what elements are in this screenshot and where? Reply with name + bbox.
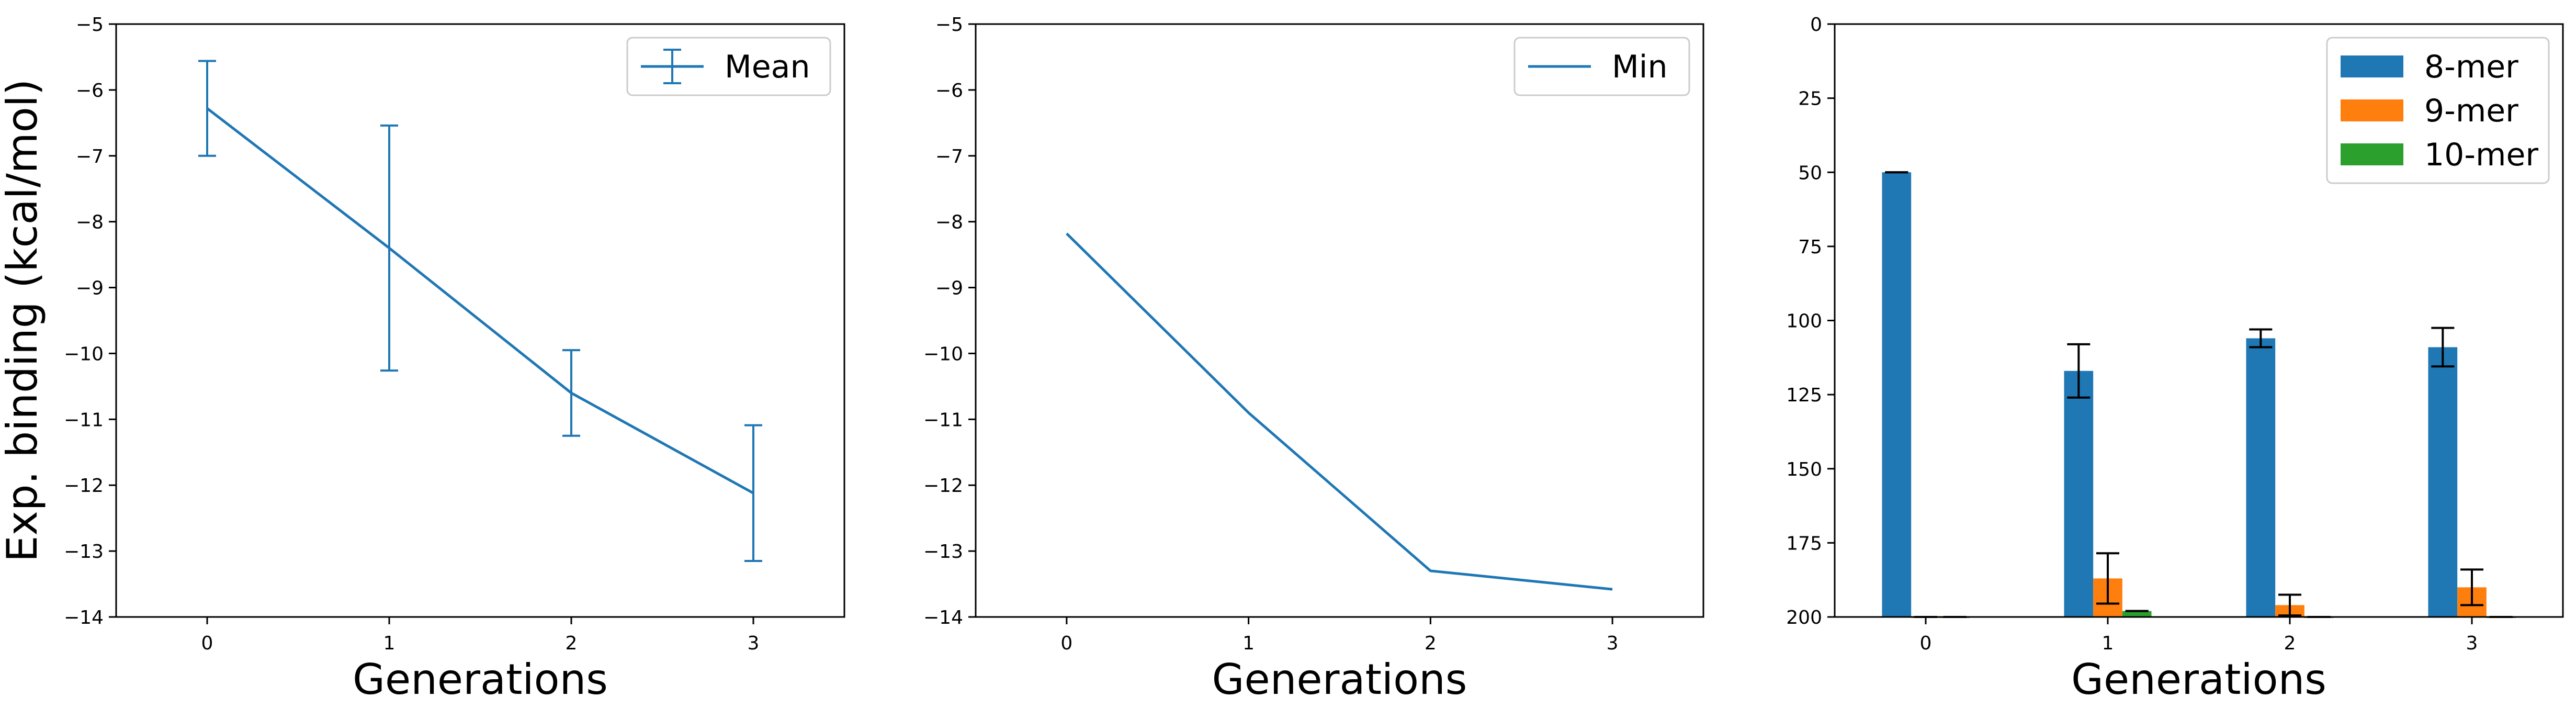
bar-8-mer-gen-0 xyxy=(1882,172,1912,617)
y-tick-label: 50 xyxy=(1798,162,1822,184)
y-tick-label: 200 xyxy=(1786,607,1822,628)
y-tick-label: −13 xyxy=(923,541,963,563)
oligomer-count-chart: 0 25 50 75 100 125 150 175 200 0 1 2 3 Generations 8-m… xyxy=(1786,14,2564,704)
y-tick-label: −5 xyxy=(935,14,963,36)
legend: Mean xyxy=(626,37,831,96)
x-tick-label: 0 xyxy=(1920,633,1932,654)
legend: 8-mer 9-mer 10-mer xyxy=(2326,37,2550,184)
x-axis-label: Generations xyxy=(1212,655,1467,704)
x-tick-label: 3 xyxy=(1607,633,1619,654)
x-tick-label: 2 xyxy=(566,633,578,654)
x-tick-label: 1 xyxy=(1242,633,1255,654)
y-tick-label: −14 xyxy=(923,607,963,628)
x-tick-label: 3 xyxy=(2466,633,2478,654)
legend: Min xyxy=(1513,37,1690,96)
legend-label: 9-mer xyxy=(2424,93,2518,129)
bar-10-mer-gen-1 xyxy=(2122,611,2152,617)
y-tick-label: 0 xyxy=(1810,14,1822,36)
y-tick-label: −9 xyxy=(935,278,963,299)
y-tick-label: −8 xyxy=(935,212,963,233)
legend-swatch-8-mer xyxy=(2341,55,2403,77)
mean-binding-chart: −5 −6 −7 −8 −9 −10 −11 −12 −13 −14 0 1 2 3 Generations… xyxy=(0,14,845,704)
y-tick-label: −12 xyxy=(64,475,104,497)
plot-frame xyxy=(115,23,845,618)
x-axis-label: Generations xyxy=(2071,655,2326,704)
legend-label: Mean xyxy=(725,49,810,85)
y-tick-label: −9 xyxy=(76,278,104,299)
x-tick-label: 2 xyxy=(1425,633,1437,654)
y-tick-label: −12 xyxy=(923,475,963,497)
y-tick-label: 100 xyxy=(1786,311,1822,332)
y-tick-label: −10 xyxy=(923,343,963,365)
y-tick-label: −14 xyxy=(64,607,104,628)
y-tick-label: 125 xyxy=(1786,385,1822,406)
x-tick-label: 0 xyxy=(1060,633,1072,654)
series-line-mean xyxy=(206,107,754,495)
x-tick-label: 1 xyxy=(2102,633,2114,654)
y-tick-label: −7 xyxy=(935,146,963,167)
legend-label: 8-mer xyxy=(2424,49,2518,85)
y-tick-label: −11 xyxy=(64,409,104,431)
x-axis-label: Generations xyxy=(353,655,608,704)
y-tick-label: −11 xyxy=(923,409,963,431)
y-tick-label: 175 xyxy=(1786,533,1822,554)
legend-swatch-9-mer xyxy=(2341,99,2403,121)
y-tick-label: −8 xyxy=(76,212,104,233)
x-tick-label: 3 xyxy=(748,633,760,654)
series-line-min xyxy=(1066,232,1613,591)
legend-swatch-10-mer xyxy=(2341,143,2403,165)
y-tick-label: −13 xyxy=(64,541,104,563)
legend-label: 10-mer xyxy=(2424,137,2538,173)
x-tick-label: 2 xyxy=(2284,633,2296,654)
plot-frame xyxy=(975,23,1704,618)
legend-box xyxy=(1513,37,1690,96)
y-tick-label: −7 xyxy=(76,146,104,167)
y-tick-label: −5 xyxy=(76,14,104,36)
y-axis-label: Exp. binding (kcal/mol) xyxy=(0,79,47,562)
y-tick-label: −10 xyxy=(64,343,104,365)
y-tick-label: 25 xyxy=(1798,88,1822,110)
y-tick-label: −6 xyxy=(935,80,963,102)
x-tick-label: 0 xyxy=(201,633,213,654)
y-tick-label: 75 xyxy=(1798,237,1822,258)
legend-box xyxy=(626,37,831,96)
x-tick-label: 1 xyxy=(383,633,396,654)
bar-8-mer-gen-2 xyxy=(2246,338,2276,617)
bar-8-mer-gen-3 xyxy=(2428,347,2458,617)
min-binding-chart: −5 −6 −7 −8 −9 −10 −11 −12 −13 −14 0 1 2 3 Generations… xyxy=(923,14,1704,704)
bar-8-mer-gen-1 xyxy=(2064,370,2094,617)
y-tick-label: −6 xyxy=(76,80,104,102)
legend-label: Min xyxy=(1612,49,1667,85)
y-tick-label: 150 xyxy=(1786,459,1822,480)
plot-frame xyxy=(1834,23,2564,618)
